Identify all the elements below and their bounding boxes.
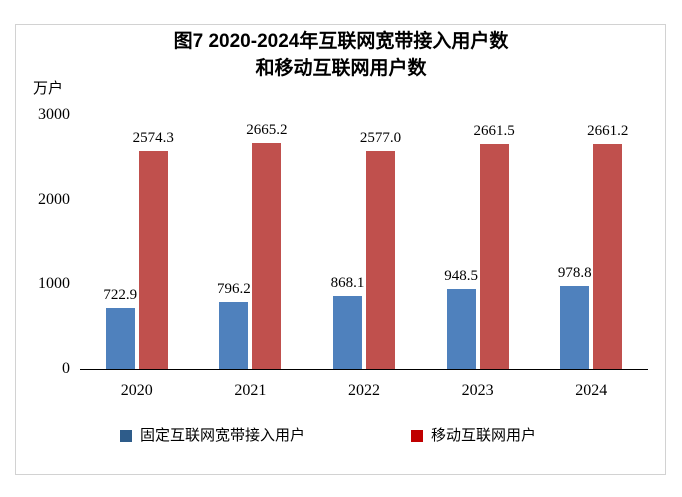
x-axis-label-2024: 2024 [575, 382, 608, 399]
legend-item-fixed-broadband: 固定互联网宽带接入用户 [120, 427, 305, 445]
value-label-mobile-internet-2024: 2661.2 [587, 122, 629, 139]
chart-title-line1: 图7 2020-2024年互联网宽带接入用户数 [173, 31, 509, 52]
bar-fixed-broadband-2021 [219, 301, 249, 369]
value-label-fixed-broadband-2024: 978.8 [557, 265, 592, 282]
y-tick-label-3000: 3000 [38, 106, 70, 123]
legend-label-fixed-broadband: 固定互联网宽带接入用户 [140, 427, 306, 444]
x-axis-label-2022: 2022 [348, 382, 380, 399]
bar-mobile-internet-2020 [138, 151, 168, 369]
legend-item-mobile-internet: 移动互联网用户 [411, 427, 536, 445]
y-axis-unit-label: 万户 [33, 80, 64, 97]
x-axis-label-2020: 2020 [120, 382, 153, 399]
value-label-mobile-internet-2022: 2577.0 [359, 129, 402, 146]
figure-border [15, 24, 666, 475]
bar-fixed-broadband-2020 [105, 307, 135, 369]
bar-fixed-broadband-2024 [560, 286, 590, 369]
y-tick-label-1000: 1000 [38, 275, 70, 293]
x-axis-line [80, 368, 648, 370]
chart-title: 图7 2020-2024年互联网宽带接入用户数 和移动互联网用户数 [0, 28, 682, 82]
bar-mobile-internet-2022 [366, 150, 395, 369]
value-label-fixed-broadband-2022: 868.1 [330, 274, 365, 291]
chart-title-line2: 和移动互联网用户数 [255, 58, 427, 79]
bar-mobile-internet-2024 [593, 143, 623, 369]
legend-label-mobile-internet: 移动互联网用户 [431, 427, 537, 444]
bar-fixed-broadband-2022 [333, 295, 362, 369]
x-axis-label-2023: 2023 [461, 382, 494, 399]
x-axis-label-2021: 2021 [234, 382, 267, 399]
legend-swatch-mobile-internet-icon [411, 430, 423, 442]
bar-fixed-broadband-2023 [446, 288, 476, 369]
value-label-fixed-broadband-2023: 948.5 [444, 267, 478, 284]
y-tick-label-0: 0 [62, 360, 70, 377]
y-tick-label-2000: 2000 [38, 190, 70, 208]
bar-mobile-internet-2021 [252, 143, 282, 369]
value-label-mobile-internet-2023: 2661.5 [473, 122, 515, 139]
value-label-mobile-internet-2020: 2574.3 [132, 130, 174, 147]
legend-swatch-fixed-broadband-icon [120, 430, 132, 442]
value-label-fixed-broadband-2020: 722.9 [103, 286, 138, 303]
value-label-fixed-broadband-2021: 796.2 [217, 280, 251, 297]
bar-mobile-internet-2023 [479, 143, 509, 369]
value-label-mobile-internet-2021: 2665.2 [246, 122, 288, 139]
